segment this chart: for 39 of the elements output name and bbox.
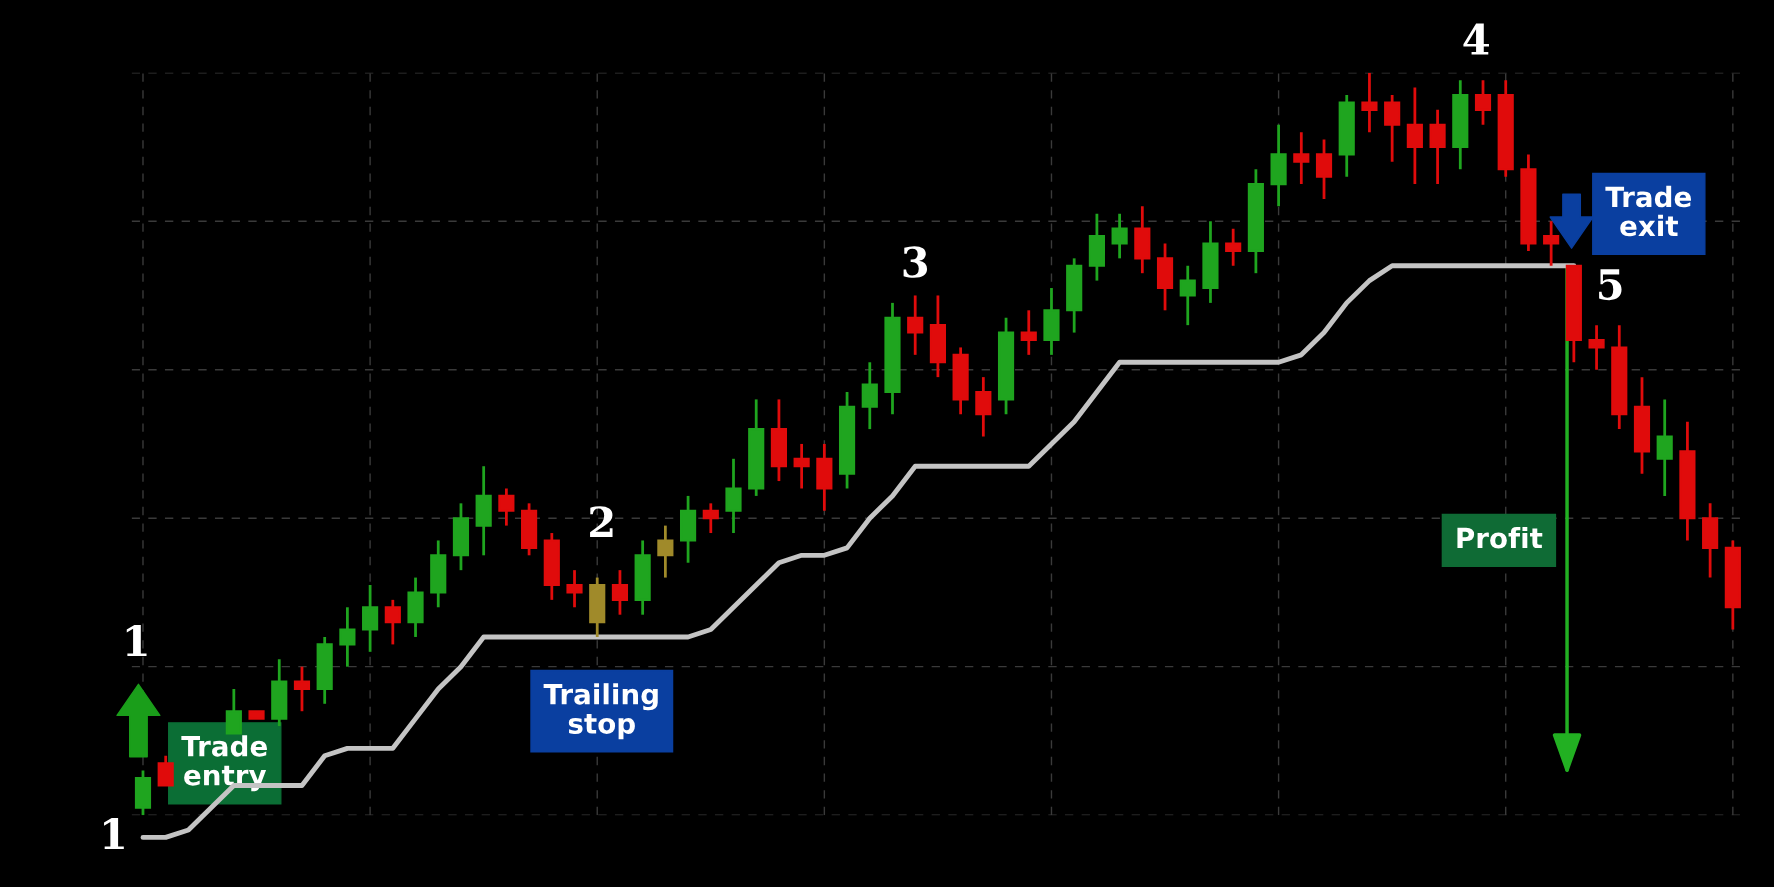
text: 1 [104, 818, 124, 849]
candlestick [362, 583, 379, 654]
candlestick [702, 501, 719, 535]
candlestick [384, 598, 401, 646]
candlestick [907, 294, 924, 357]
candlestick [1588, 323, 1605, 372]
candlestick [293, 665, 311, 713]
candlestick [1656, 398, 1673, 498]
annotation: 3 [903, 246, 928, 278]
candlestick [1543, 219, 1560, 268]
candlestick [793, 442, 810, 490]
candlestick [157, 754, 174, 787]
candlestick [1315, 138, 1333, 201]
candlestick [566, 568, 583, 609]
annotation: 5 [1599, 269, 1622, 301]
candlestick [225, 687, 242, 735]
candlestick [861, 360, 878, 431]
candlestick [1020, 308, 1037, 357]
candlestick [657, 524, 674, 579]
candlestick [1179, 264, 1196, 327]
candlestick [1429, 108, 1446, 186]
annotation: 1 [126, 624, 147, 656]
annotation: Trade exit [1605, 185, 1691, 237]
candlestick [498, 487, 515, 527]
annotation: 2 [590, 506, 613, 538]
candlestick [611, 568, 629, 617]
candlestick [1111, 212, 1128, 260]
candlestick [975, 375, 992, 438]
candlestick [1474, 78, 1492, 127]
candlestick [1293, 130, 1310, 186]
candlestick [1361, 72, 1378, 134]
candlestick [1225, 227, 1242, 268]
annotation: Trailing stop [543, 683, 658, 740]
candlestick [1384, 93, 1401, 164]
text: 4 [1463, 23, 1489, 55]
annotation: Profit [1457, 527, 1543, 549]
candlestick [725, 457, 742, 535]
candlestick [339, 605, 356, 669]
candlestick [1406, 86, 1423, 186]
